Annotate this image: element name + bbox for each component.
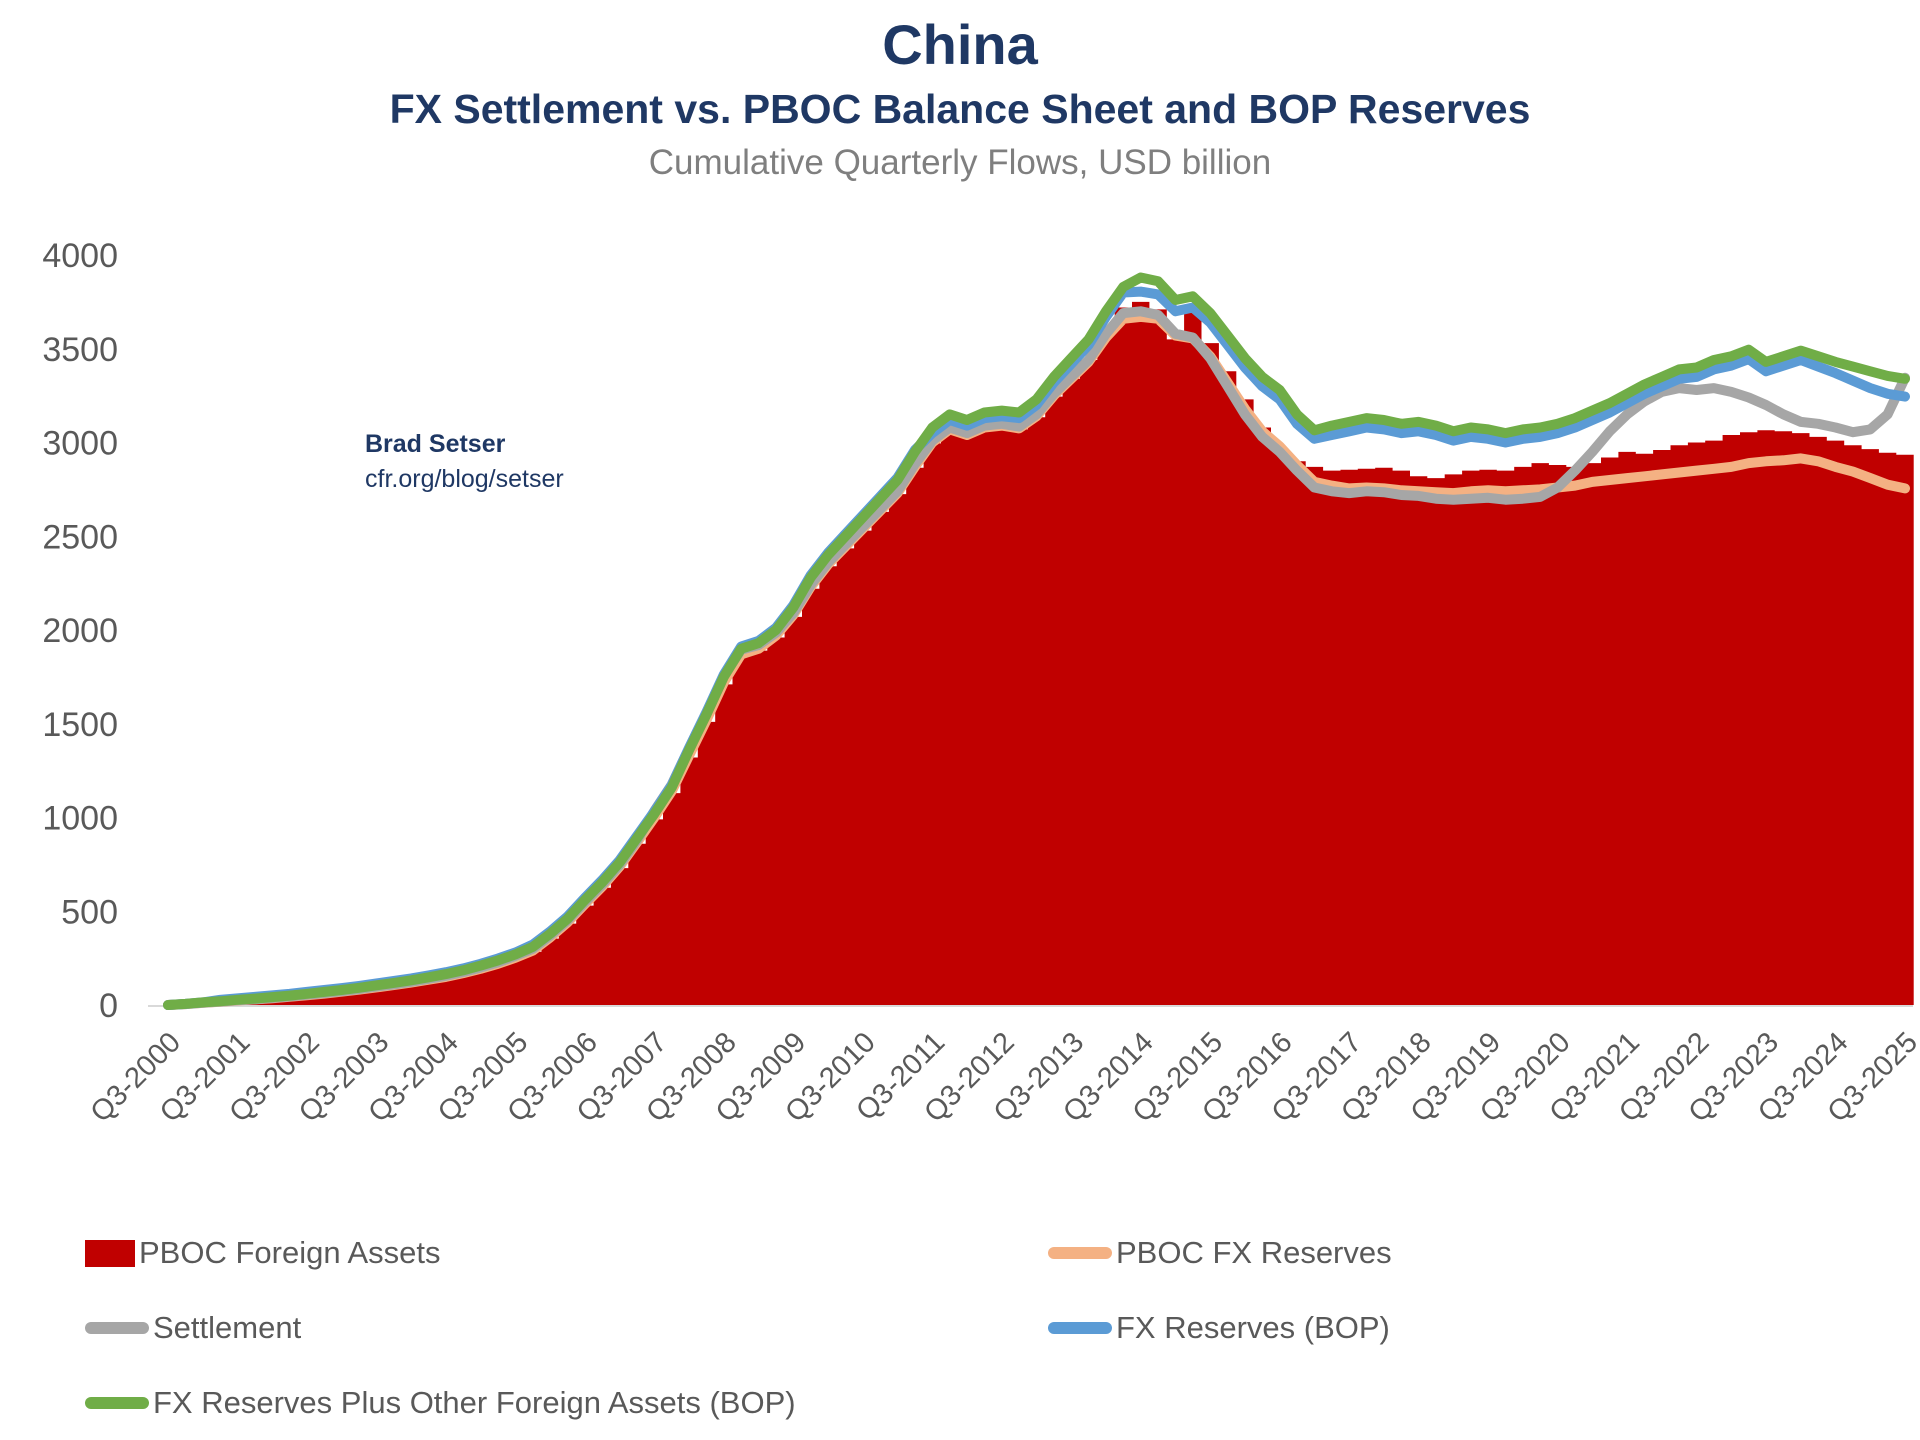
author-name: Brad Setser bbox=[365, 430, 506, 458]
legend-item-pboc-fx-reserves: PBOC FX Reserves bbox=[1048, 1230, 1392, 1276]
chart-title: China bbox=[882, 13, 1038, 76]
y-axis-tick-label: 3500 bbox=[42, 331, 118, 369]
legend-item-fx-reserves-plus-other-foreign-assets-bop-: FX Reserves Plus Other Foreign Assets (B… bbox=[85, 1380, 796, 1426]
y-axis-tick-label: 500 bbox=[61, 893, 118, 931]
legend-label: FX Reserves Plus Other Foreign Assets (B… bbox=[153, 1385, 796, 1420]
legend-label: PBOC FX Reserves bbox=[1116, 1235, 1392, 1270]
chart-legend: PBOC Foreign Assets Settlement FX Reserves… bbox=[0, 1208, 1920, 1440]
legend-swatch-line bbox=[1048, 1247, 1112, 1259]
legend-swatch-box bbox=[85, 1239, 135, 1267]
y-axis-tick-label: 0 bbox=[99, 987, 118, 1025]
y-axis-tick-label: 2000 bbox=[42, 612, 118, 650]
legend-item-pboc-foreign-assets: PBOC Foreign Assets bbox=[85, 1230, 441, 1276]
y-axis-tick-label: 1500 bbox=[42, 706, 118, 744]
legend-item-fx-reserves-bop-: FX Reserves (BOP) bbox=[1048, 1305, 1390, 1351]
chart-subtitle: FX Settlement vs. PBOC Balance Sheet and… bbox=[389, 85, 1531, 132]
legend-label: Settlement bbox=[153, 1310, 302, 1345]
legend-label: PBOC Foreign Assets bbox=[139, 1235, 441, 1270]
chart-header: China FX Settlement vs. PBOC Balance She… bbox=[0, 14, 1920, 183]
chart-caption: Cumulative Quarterly Flows, USD billion bbox=[648, 142, 1272, 182]
series-line-fx-reserves-plus-other bbox=[163, 272, 1910, 1010]
legend-swatch-line bbox=[1048, 1322, 1112, 1334]
legend-swatch-line bbox=[85, 1397, 149, 1409]
y-axis-tick-label: 3000 bbox=[42, 425, 118, 463]
legend-swatch-line bbox=[85, 1322, 149, 1334]
y-axis-tick-label: 1000 bbox=[42, 800, 118, 838]
author-annotation: Brad Setser cfr.org/blog/setser bbox=[365, 430, 564, 494]
series-area-pboc-foreign-assets bbox=[159, 301, 1914, 1005]
y-axis-tick-label: 4000 bbox=[42, 237, 118, 275]
author-url: cfr.org/blog/setser bbox=[365, 465, 564, 493]
y-axis-tick-label: 2500 bbox=[42, 518, 118, 556]
legend-label: FX Reserves (BOP) bbox=[1116, 1310, 1390, 1345]
legend-item-settlement: Settlement bbox=[85, 1305, 301, 1351]
